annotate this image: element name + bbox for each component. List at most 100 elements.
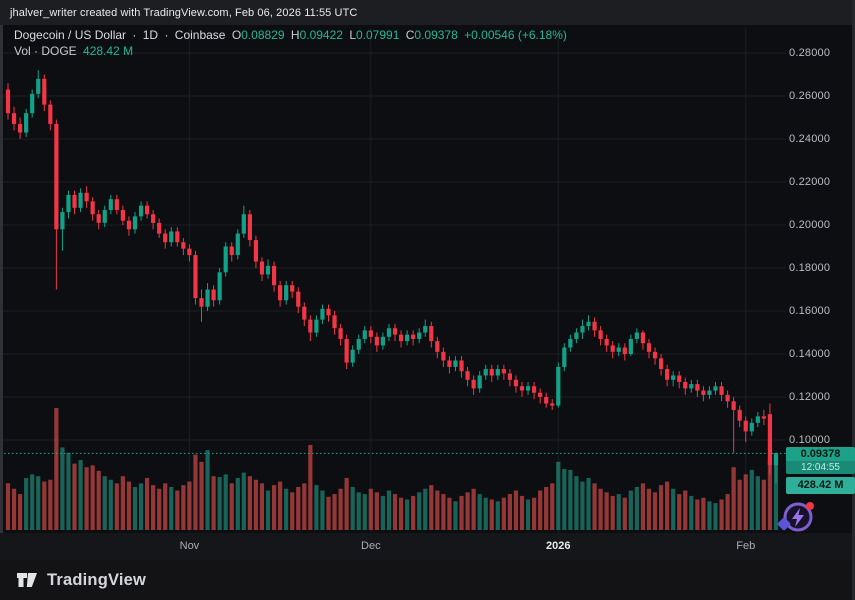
volume-bar bbox=[767, 460, 773, 530]
volume-bar bbox=[36, 476, 41, 530]
volume-bar bbox=[120, 476, 125, 530]
volume-bar bbox=[284, 488, 289, 530]
candlestick-plot[interactable] bbox=[0, 25, 855, 560]
candle-body bbox=[290, 285, 295, 292]
high-label: H bbox=[290, 28, 300, 42]
candle-body bbox=[17, 123, 23, 133]
volume-bar bbox=[157, 488, 162, 530]
candle-body bbox=[677, 375, 682, 382]
candle-body bbox=[386, 328, 392, 337]
candle-body bbox=[743, 420, 748, 432]
volume-bar bbox=[60, 447, 65, 530]
candle-body bbox=[701, 390, 706, 395]
volume-bar bbox=[217, 477, 222, 530]
volume-bar bbox=[773, 453, 779, 530]
candle-body bbox=[392, 328, 398, 335]
volume-bar bbox=[568, 469, 573, 530]
volume-bar bbox=[144, 477, 150, 530]
volume-bar bbox=[368, 488, 373, 530]
candle-body bbox=[326, 308, 331, 316]
volume-bar bbox=[187, 481, 192, 530]
symbol-legend[interactable]: Dogecoin / US Dollar · 1D · Coinbase O0.… bbox=[14, 28, 570, 59]
candle-body bbox=[211, 289, 216, 301]
candle-body bbox=[755, 416, 760, 423]
candle-body bbox=[405, 334, 410, 342]
volume-bar bbox=[54, 408, 59, 530]
candle-body bbox=[332, 315, 337, 329]
price-tick-label: 0.10000 bbox=[789, 434, 831, 446]
price-axis[interactable]: 0.28000 0.26000 0.24000 0.22000 0.20000 0.180… bbox=[789, 25, 855, 560]
candle-body bbox=[429, 326, 434, 342]
candle-body bbox=[368, 330, 373, 337]
candle-body bbox=[447, 360, 452, 367]
candle-body bbox=[525, 386, 531, 391]
candle-body bbox=[11, 113, 17, 124]
volume-bar bbox=[181, 485, 186, 530]
volume-bar bbox=[338, 488, 343, 530]
volume-bar bbox=[290, 492, 295, 530]
candle-body bbox=[114, 199, 119, 210]
volume-bar bbox=[380, 495, 386, 530]
candle-body bbox=[531, 386, 537, 393]
candle-body bbox=[501, 369, 506, 374]
candle-body bbox=[96, 214, 101, 223]
volume-bar bbox=[296, 486, 301, 530]
chart-area[interactable]: Dogecoin / US Dollar · 1D · Coinbase O0.… bbox=[0, 25, 855, 560]
volume-bar bbox=[193, 454, 198, 530]
volume-bar bbox=[223, 474, 228, 530]
candle-body bbox=[284, 285, 289, 301]
price-tick-label: 0.24000 bbox=[789, 133, 831, 145]
exchange-label: Coinbase bbox=[174, 28, 226, 42]
volume-bar bbox=[265, 490, 271, 530]
candle-body bbox=[773, 453, 779, 466]
tradingview-logo-icon[interactable] bbox=[16, 569, 38, 591]
candle-body bbox=[767, 414, 773, 466]
candle-body bbox=[302, 306, 307, 320]
price-tick-label: 0.26000 bbox=[789, 90, 831, 102]
time-tick-label: 2026 bbox=[546, 540, 571, 552]
candle-body bbox=[749, 422, 754, 432]
volume-legend-value: 428.42 M bbox=[83, 44, 134, 58]
candle-body bbox=[507, 373, 513, 380]
candle-body bbox=[24, 113, 29, 133]
volume-bar bbox=[677, 494, 682, 530]
candle-body bbox=[495, 369, 500, 376]
volume-bar bbox=[374, 492, 379, 530]
symbol-title[interactable]: Dogecoin / US Dollar bbox=[14, 28, 127, 42]
volume-bar bbox=[683, 490, 688, 530]
candle-body bbox=[314, 319, 319, 333]
time-axis[interactable]: Nov Dec 2026 Feb bbox=[0, 533, 852, 560]
candle-body bbox=[640, 332, 646, 344]
candle-body bbox=[731, 401, 736, 410]
volume-bar bbox=[574, 476, 579, 530]
candle-body bbox=[253, 240, 259, 262]
candle-body bbox=[72, 194, 77, 208]
volume-bar bbox=[707, 501, 712, 530]
volume-bar bbox=[320, 490, 325, 530]
volume-bar bbox=[241, 472, 246, 530]
candle-body bbox=[671, 375, 676, 380]
candle-body bbox=[646, 343, 652, 352]
candle-body bbox=[78, 192, 83, 208]
volume-bar bbox=[392, 494, 398, 530]
candle-body bbox=[483, 369, 488, 376]
candle-body bbox=[308, 319, 313, 333]
volume-bar bbox=[465, 492, 470, 530]
candle-body bbox=[36, 78, 41, 94]
volume-legend-label[interactable]: Vol · DOGE bbox=[14, 44, 77, 58]
candle-body bbox=[187, 248, 192, 256]
volume-bar bbox=[544, 486, 549, 530]
volume-bar bbox=[24, 477, 29, 530]
volume-bar bbox=[42, 481, 47, 530]
interval-label[interactable]: 1D bbox=[142, 28, 159, 42]
tradingview-logo-text[interactable]: TradingView bbox=[47, 570, 147, 589]
volume-bar bbox=[326, 496, 331, 530]
candle-body bbox=[622, 347, 627, 354]
legend-separator: · bbox=[164, 28, 169, 42]
candle-body bbox=[459, 360, 464, 372]
candle-body bbox=[586, 321, 591, 327]
volume-bar bbox=[350, 486, 355, 530]
candle-body bbox=[441, 351, 446, 361]
volume-bar bbox=[725, 494, 730, 530]
volume-bar bbox=[731, 467, 736, 530]
